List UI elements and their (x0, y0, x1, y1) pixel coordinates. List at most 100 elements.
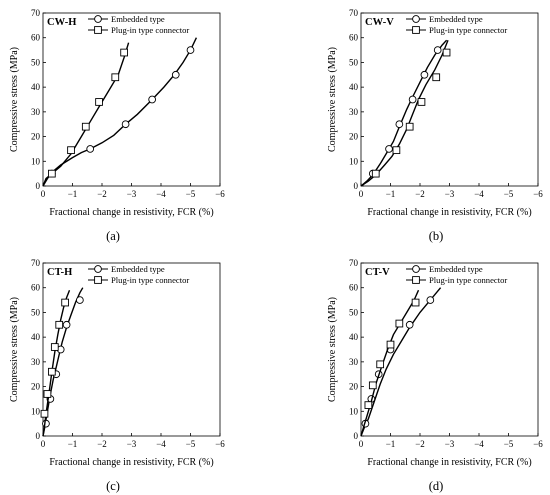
chart-title: CW-V (365, 17, 394, 28)
legend-marker-square (95, 27, 102, 34)
data-point-square (372, 170, 379, 177)
x-tick-label: −6 (533, 439, 543, 449)
y-tick-label: 50 (31, 307, 41, 317)
y-tick-label: 40 (31, 332, 41, 342)
y-tick-label: 0 (354, 431, 359, 441)
legend-label: Embedded type (429, 14, 483, 24)
legend-label: Plug-in type connector (429, 275, 507, 285)
x-tick-label: 0 (359, 439, 364, 449)
y-tick-label: 50 (31, 57, 41, 67)
y-tick-label: 70 (349, 8, 359, 18)
x-tick-label: −4 (156, 189, 166, 199)
data-point-circle (76, 297, 83, 304)
panel-label: (a) (106, 229, 120, 243)
data-point-square (369, 382, 376, 389)
y-tick-label: 50 (349, 57, 359, 67)
x-tick-label: −2 (97, 189, 107, 199)
data-point-square (41, 410, 48, 417)
data-point-square (387, 341, 394, 348)
y-tick-label: 30 (349, 107, 359, 117)
legend-marker-square (413, 27, 420, 34)
data-point-square (51, 344, 58, 351)
y-tick-label: 10 (349, 406, 359, 416)
data-point-square (377, 361, 384, 368)
chart-panel-1: 0 −1 −2 −3 −4 −5 −6 0 10 20 30 40 50 60 70 Fractional c… (9, 8, 225, 243)
x-tick-label: −5 (186, 439, 196, 449)
data-point-circle (122, 121, 129, 128)
x-tick-label: 0 (359, 189, 364, 199)
chart-title: CT-V (365, 267, 390, 278)
y-tick-label: 70 (349, 258, 359, 268)
x-tick-label: −6 (215, 439, 225, 449)
data-point-square (96, 99, 103, 106)
data-point-circle (434, 47, 441, 54)
data-point-square (412, 299, 419, 306)
data-point-circle (187, 47, 194, 54)
data-point-circle (149, 96, 156, 103)
x-tick-label: −6 (215, 189, 225, 199)
x-tick-label: −5 (186, 189, 196, 199)
x-tick-label: −4 (474, 189, 484, 199)
x-tick-label: −3 (127, 189, 137, 199)
y-tick-label: 30 (31, 357, 41, 367)
y-axis-label: Compressive stress (MPa) (9, 297, 20, 402)
legend-marker-square (413, 277, 420, 284)
x-tick-label: −1 (68, 189, 78, 199)
x-tick-label: −5 (504, 189, 514, 199)
x-axis-label: Fractional change in resistivity, FCR (%… (367, 457, 531, 468)
data-point-square (365, 402, 372, 409)
y-tick-label: 0 (36, 181, 41, 191)
y-tick-label: 20 (31, 132, 41, 142)
y-tick-label: 10 (31, 156, 41, 166)
x-tick-label: −1 (68, 439, 78, 449)
y-axis-label: Compressive stress (MPa) (9, 47, 20, 152)
y-tick-label: 30 (31, 107, 41, 117)
plot-frame (361, 13, 538, 186)
y-tick-label: 40 (349, 82, 359, 92)
data-point-square (44, 391, 51, 398)
data-point-square (396, 320, 403, 327)
x-tick-label: −6 (533, 189, 543, 199)
y-tick-label: 40 (31, 82, 41, 92)
data-point-circle (396, 121, 403, 128)
legend-label: Plug-in type connector (111, 25, 189, 35)
series-line-embedded (361, 288, 441, 436)
legend-label: Embedded type (429, 264, 483, 274)
x-tick-label: 0 (41, 189, 46, 199)
data-point-square (121, 49, 128, 56)
legend-marker-circle (95, 16, 102, 23)
y-axis-label: Compressive stress (MPa) (327, 297, 338, 402)
data-point-circle (409, 96, 416, 103)
data-point-circle (43, 420, 50, 427)
y-tick-label: 60 (31, 283, 41, 293)
data-point-square (418, 99, 425, 106)
x-tick-label: −1 (386, 439, 396, 449)
y-tick-label: 10 (349, 156, 359, 166)
y-tick-label: 10 (31, 406, 41, 416)
legend-marker-circle (95, 266, 102, 273)
x-tick-label: −4 (156, 439, 166, 449)
data-point-square (406, 123, 413, 130)
data-point-circle (63, 321, 70, 328)
data-point-circle (421, 71, 428, 78)
y-tick-label: 70 (31, 258, 41, 268)
panel-label: (c) (106, 479, 120, 493)
data-point-circle (172, 71, 179, 78)
legend-label: Embedded type (111, 264, 165, 274)
series-line-embedded (43, 38, 196, 186)
chart-title: CT-H (47, 267, 72, 278)
data-point-circle (427, 297, 434, 304)
y-tick-label: 60 (349, 283, 359, 293)
y-axis-label: Compressive stress (MPa) (327, 47, 338, 152)
data-point-circle (87, 146, 94, 153)
x-tick-label: −5 (504, 439, 514, 449)
y-tick-label: 60 (349, 33, 359, 43)
chart-title: CW-H (47, 17, 76, 28)
legend-label: Plug-in type connector (429, 25, 507, 35)
legend-marker-circle (413, 266, 420, 273)
data-point-circle (386, 146, 393, 153)
y-tick-label: 20 (31, 382, 41, 392)
y-tick-label: 40 (349, 332, 359, 342)
y-tick-label: 70 (31, 8, 41, 18)
